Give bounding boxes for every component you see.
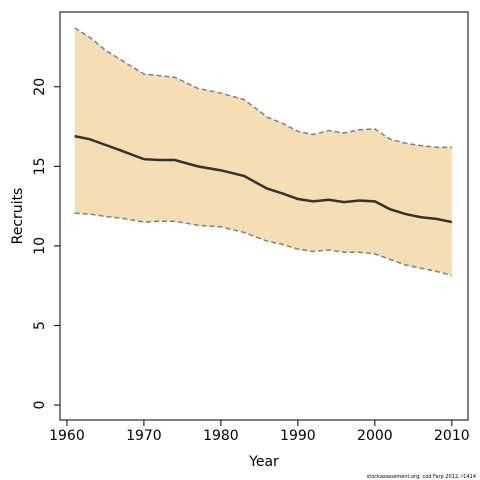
bound-line (74, 212, 453, 277)
y-tick-label: 10 (32, 237, 48, 255)
x-tick-label: 1990 (280, 428, 316, 444)
x-tick-label: 1970 (126, 428, 162, 444)
y-tick-label: 0 (32, 401, 48, 410)
x-tick-label: 2010 (434, 428, 470, 444)
x-tick-label: 1980 (203, 428, 239, 444)
x-tick-label: 2000 (357, 428, 393, 444)
estimate-line (74, 134, 453, 224)
y-tick-label: 15 (32, 157, 48, 175)
bound-line (74, 27, 452, 149)
y-tick-label: 20 (32, 78, 48, 96)
y-axis-label: Recruits (10, 188, 26, 245)
y-tick-label: 5 (32, 321, 48, 330)
x-axis-label: Year (248, 454, 279, 470)
x-tick-label: 1960 (49, 428, 85, 444)
confidence-band (74, 27, 452, 276)
footnote: stockassessment.org, cod Farp 2012, r141… (367, 474, 476, 480)
